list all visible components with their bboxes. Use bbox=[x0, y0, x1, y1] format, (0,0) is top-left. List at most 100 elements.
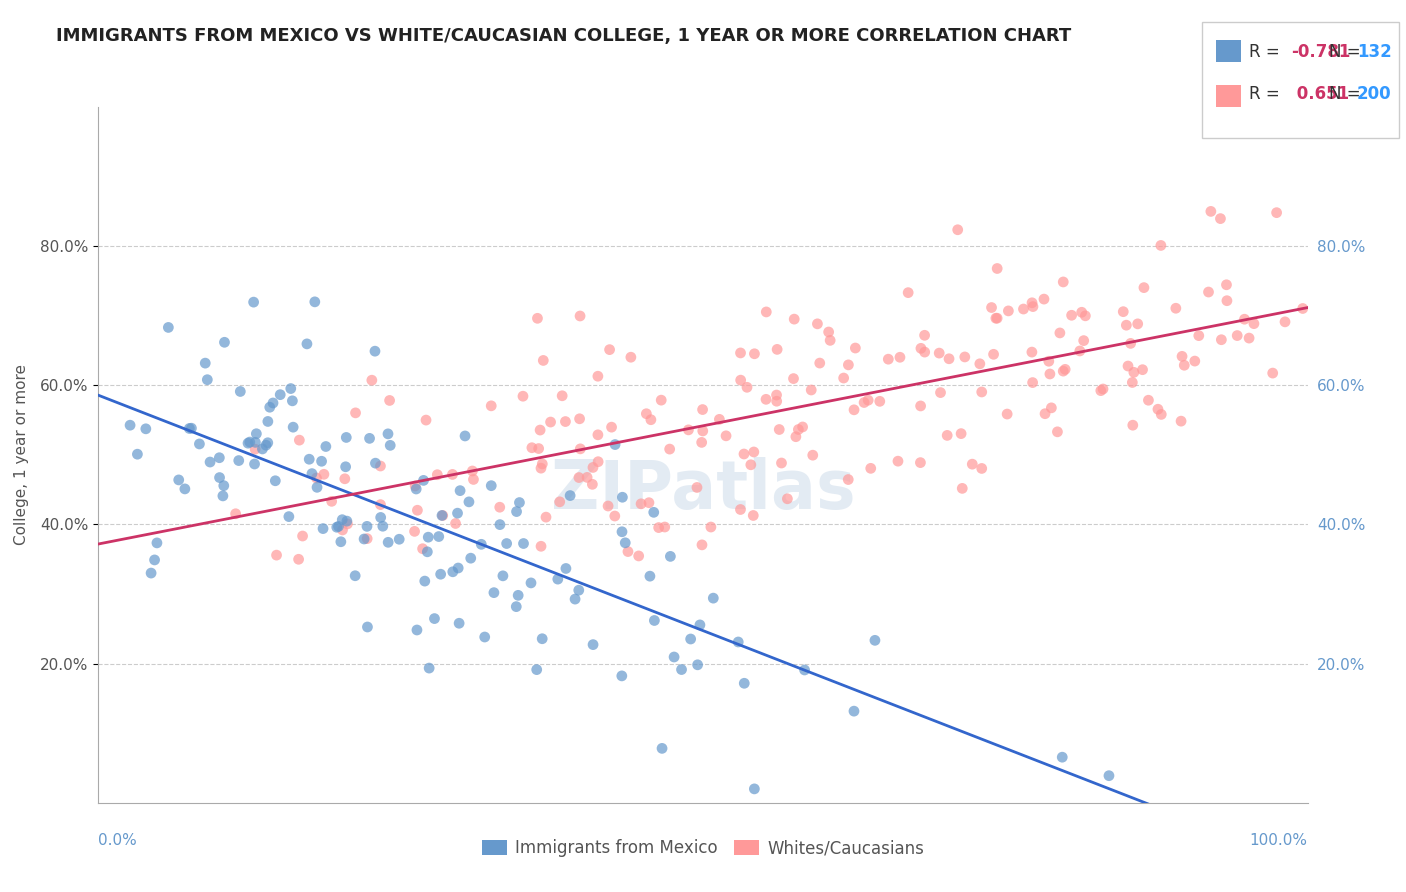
Point bbox=[678, 423, 700, 437]
Point bbox=[298, 452, 321, 467]
Point bbox=[671, 663, 693, 677]
Point bbox=[512, 536, 534, 550]
Point bbox=[529, 423, 551, 437]
Point bbox=[198, 455, 221, 469]
Point bbox=[1209, 211, 1232, 226]
Point bbox=[531, 632, 554, 646]
Point bbox=[370, 510, 392, 524]
Text: Source: ZipAtlas.com: Source: ZipAtlas.com bbox=[1202, 27, 1350, 41]
Point bbox=[569, 309, 592, 323]
Point bbox=[936, 428, 959, 442]
Point bbox=[418, 661, 440, 675]
Point bbox=[582, 638, 605, 652]
Point bbox=[1038, 354, 1060, 368]
Point bbox=[889, 351, 911, 365]
Point bbox=[426, 467, 449, 482]
Point bbox=[643, 505, 665, 519]
Point bbox=[266, 548, 288, 562]
Point bbox=[236, 436, 259, 450]
Point bbox=[157, 320, 180, 334]
Point bbox=[1052, 364, 1074, 378]
Point bbox=[555, 561, 578, 575]
Point bbox=[418, 530, 440, 544]
Point bbox=[416, 545, 439, 559]
Point bbox=[686, 480, 709, 494]
Point bbox=[586, 427, 609, 442]
Point bbox=[463, 472, 485, 486]
Point bbox=[415, 413, 437, 427]
Point bbox=[430, 508, 453, 523]
Point bbox=[412, 474, 434, 488]
Text: 132: 132 bbox=[1357, 43, 1392, 61]
Point bbox=[135, 422, 157, 436]
Point bbox=[479, 478, 502, 492]
Point bbox=[120, 418, 142, 433]
Point bbox=[194, 356, 217, 370]
Point bbox=[842, 402, 865, 417]
Point bbox=[1184, 354, 1206, 368]
Point bbox=[489, 517, 512, 532]
Point bbox=[953, 350, 976, 364]
Point bbox=[180, 421, 202, 435]
Point bbox=[614, 536, 637, 550]
Point bbox=[808, 356, 831, 370]
Point bbox=[312, 522, 335, 536]
Point bbox=[929, 385, 952, 400]
Point bbox=[1073, 334, 1095, 348]
Point bbox=[1060, 308, 1083, 322]
Point bbox=[1112, 304, 1135, 318]
Point bbox=[986, 311, 1008, 326]
Point bbox=[744, 347, 766, 361]
Point bbox=[659, 549, 682, 564]
Point bbox=[252, 442, 274, 456]
Point bbox=[335, 459, 357, 474]
Point bbox=[1122, 418, 1144, 433]
Point bbox=[380, 438, 402, 452]
Point bbox=[793, 663, 815, 677]
Point bbox=[770, 456, 793, 470]
Point bbox=[1040, 401, 1063, 415]
Point bbox=[326, 520, 349, 534]
Point bbox=[446, 506, 468, 520]
Point bbox=[288, 433, 311, 447]
Point bbox=[950, 482, 973, 496]
Point bbox=[1126, 317, 1149, 331]
Point bbox=[1070, 305, 1092, 319]
Point bbox=[1021, 345, 1043, 359]
Point bbox=[740, 458, 762, 472]
Point bbox=[1137, 393, 1160, 408]
Point bbox=[336, 516, 359, 531]
Point bbox=[1119, 336, 1142, 351]
Point bbox=[245, 426, 267, 441]
Point bbox=[444, 516, 467, 531]
Point bbox=[225, 507, 247, 521]
Point bbox=[1211, 333, 1233, 347]
Point bbox=[277, 509, 299, 524]
Point bbox=[1121, 376, 1143, 390]
Point bbox=[938, 351, 960, 366]
Point bbox=[257, 414, 280, 428]
Point bbox=[910, 342, 932, 356]
Point bbox=[364, 456, 387, 470]
Point bbox=[997, 304, 1019, 318]
Point bbox=[554, 415, 576, 429]
Point bbox=[910, 456, 932, 470]
Point bbox=[548, 495, 571, 509]
Point bbox=[254, 438, 277, 452]
Point bbox=[986, 261, 1008, 276]
Point bbox=[508, 495, 530, 509]
Point bbox=[612, 490, 634, 504]
Point bbox=[782, 371, 804, 385]
Point bbox=[700, 520, 723, 534]
Point bbox=[364, 344, 387, 359]
Point bbox=[581, 477, 603, 491]
Point bbox=[730, 373, 752, 387]
Point bbox=[1216, 293, 1239, 308]
Point bbox=[479, 399, 502, 413]
Point bbox=[1115, 318, 1137, 333]
Point bbox=[980, 301, 1002, 315]
Point bbox=[610, 524, 633, 539]
Point bbox=[329, 534, 352, 549]
Point bbox=[287, 552, 309, 566]
Point bbox=[783, 312, 806, 326]
